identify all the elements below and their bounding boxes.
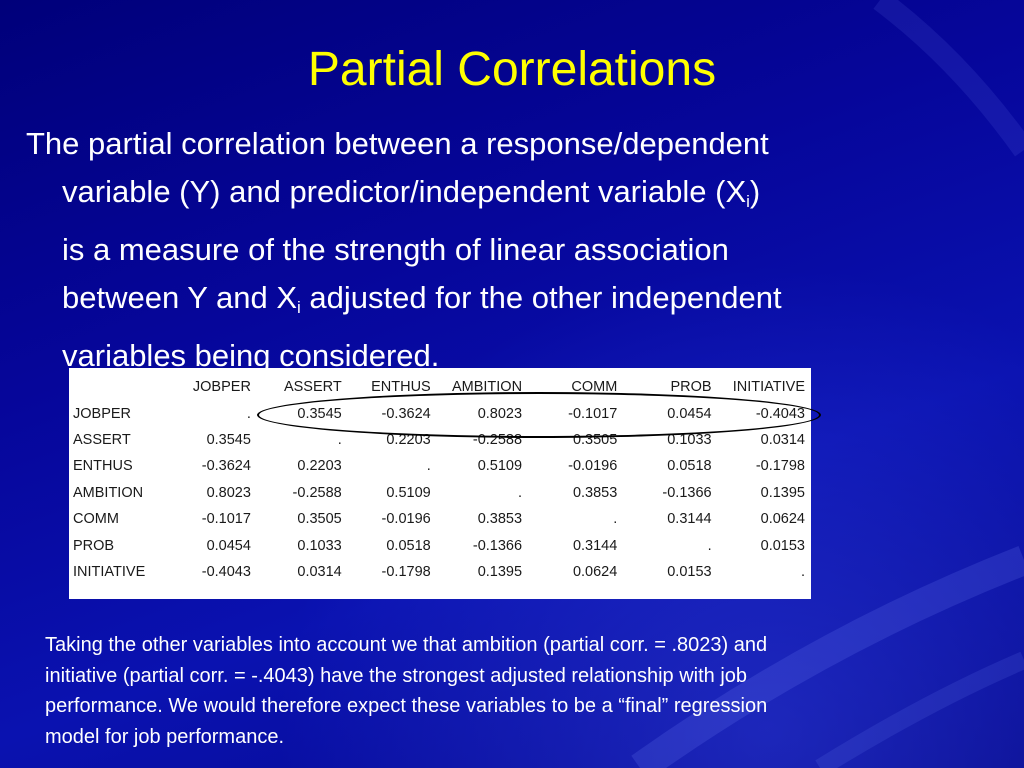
row-label: ASSERT: [73, 431, 131, 448]
table-cell: .: [707, 537, 712, 554]
table-cell: 0.5109: [386, 484, 431, 501]
table-cell: 0.0314: [297, 563, 342, 580]
definition-line-4-rest: adjusted for the other independent: [300, 280, 782, 315]
table-cell: .: [426, 458, 431, 475]
table-cell: 0.8023: [206, 484, 251, 501]
definition-line-4-text: between Y and X: [62, 280, 297, 315]
table-cell: 0.1033: [297, 537, 342, 554]
table-cell: -0.1017: [201, 511, 251, 528]
table-cell: 0.3144: [667, 511, 712, 528]
definition-line-2-close: ): [749, 174, 761, 209]
definition-line-5: variables being considered.: [62, 338, 440, 373]
table-cell: 0.3545: [206, 431, 251, 448]
table-cell: 0.0624: [760, 511, 805, 528]
jobper-row-highlight-ellipse: [257, 392, 821, 438]
table-cell: 0.3144: [572, 537, 618, 554]
corner-cell: [69, 374, 170, 400]
conclusion-line-3: performance. We would therefore expect t…: [45, 695, 768, 717]
definition-paragraph: The partial correlation between a respon…: [26, 120, 1001, 380]
table-cell: -0.1798: [755, 458, 805, 475]
table-cell: 0.3853: [477, 511, 523, 528]
definition-line-2: variable (Y) and predictor/independent v…: [26, 168, 1001, 226]
table-cell: -0.4043: [201, 563, 251, 580]
definition-line-3: is a measure of the strength of linear a…: [62, 232, 729, 267]
table-row: ENTHUS -0.3624 0.2203 . 0.5109 -0.0196 0…: [69, 453, 811, 479]
table-row: AMBITION 0.8023 -0.2588 0.5109 . 0.3853 …: [69, 480, 811, 506]
table-cell: 0.0454: [206, 537, 251, 554]
table-row: INITIATIVE -0.4043 0.0314 -0.1798 0.1395…: [69, 559, 811, 585]
row-label: INITIATIVE: [73, 563, 146, 580]
table-cell: -0.2588: [292, 484, 342, 501]
table-cell: 0.0314: [760, 431, 805, 448]
table-cell: 0.0518: [667, 458, 712, 475]
table-cell: 0.0153: [667, 563, 712, 580]
table-cell: 0.3505: [297, 511, 342, 528]
table-cell: 0.2203: [297, 458, 342, 475]
table-header-row: JOBPER ASSERT ENTHUS AMBITION COMM PROB …: [69, 374, 811, 400]
subscript-i: i: [746, 192, 750, 211]
definition-line-4: between Y and Xi adjusted for the other …: [26, 274, 1001, 332]
row-label: COMM: [73, 511, 119, 528]
partial-correlation-table: JOBPER ASSERT ENTHUS AMBITION COMM PROB …: [69, 374, 811, 585]
table-cell: -0.1366: [662, 484, 712, 501]
definition-line-2-text: variable (Y) and predictor/independent v…: [62, 174, 747, 209]
table-cell: 0.0153: [760, 537, 805, 554]
table-cell: -0.0196: [568, 458, 618, 475]
table-cell: 0.1395: [760, 484, 805, 501]
conclusion-line-1: Taking the other variables into account …: [45, 634, 768, 656]
table-cell: .: [337, 431, 342, 448]
row-label: JOBPER: [73, 405, 132, 422]
column-header: INITIATIVE: [732, 379, 805, 396]
table-cell: 0.0624: [572, 563, 618, 580]
table-cell: 0.1395: [477, 563, 523, 580]
table-cell: 0.0518: [386, 537, 431, 554]
table-cell: 0.2203: [386, 431, 431, 448]
table-cell: 0.1033: [667, 431, 712, 448]
column-header: ENTHUS: [371, 379, 431, 396]
row-label: ENTHUS: [73, 458, 133, 475]
slide-title: Partial Correlations: [307, 43, 717, 96]
column-header: JOBPER: [192, 379, 251, 396]
table-cell: -0.3624: [201, 458, 251, 475]
table-cell: -0.1366: [472, 537, 523, 554]
row-label: PROB: [73, 537, 115, 554]
conclusion-line-2: initiative (partial corr. = -.4043) have…: [45, 664, 748, 687]
column-header: ASSERT: [283, 379, 342, 396]
table-cell: .: [800, 563, 805, 580]
table-cell: .: [613, 511, 618, 528]
table-cell: 0.3853: [572, 484, 618, 501]
conclusion-line-4: model for job performance.: [45, 725, 285, 748]
table-row: PROB 0.0454 0.1033 0.0518 -0.1366 0.3144…: [69, 532, 811, 558]
definition-line-1: The partial correlation between a respon…: [26, 126, 769, 161]
column-header: PROB: [670, 379, 712, 396]
row-label: AMBITION: [73, 484, 144, 501]
table-cell: 0.5109: [477, 458, 523, 475]
subscript-i: i: [297, 298, 301, 317]
table-row: COMM -0.1017 0.3505 -0.0196 0.3853 . 0.3…: [69, 506, 811, 532]
conclusion-paragraph: Taking the other variables into account …: [45, 630, 995, 752]
column-header: COMM: [571, 379, 618, 396]
table-cell: -0.1798: [381, 563, 431, 580]
table-cell: .: [246, 405, 251, 422]
table-cell: .: [518, 484, 523, 501]
table-cell: -0.0196: [381, 511, 431, 528]
